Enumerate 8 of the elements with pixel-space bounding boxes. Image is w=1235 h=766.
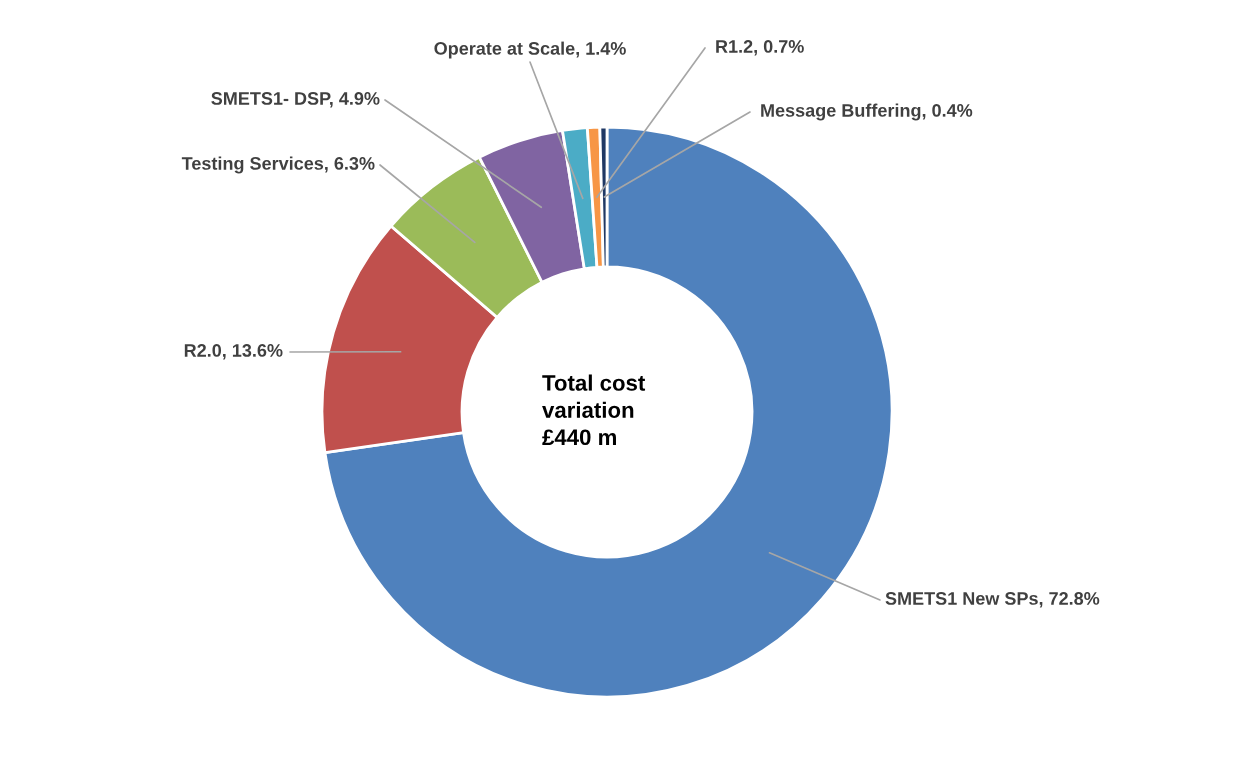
slice-label: Operate at Scale, 1.4% <box>434 41 626 59</box>
slice-label: Message Buffering, 0.4% <box>761 103 973 121</box>
slice-label: Testing Services, 6.3% <box>181 156 375 174</box>
slice-label: SMETS1 New SPs, 72.8% <box>885 592 1100 608</box>
slice-label: R2.0, 13.6% <box>184 344 283 360</box>
slice-label: SMETS1- DSP, 4.9% <box>211 92 380 108</box>
slice-label: R1.2, 0.7% <box>716 40 804 56</box>
text: Total cost variation £440 m <box>542 374 646 446</box>
